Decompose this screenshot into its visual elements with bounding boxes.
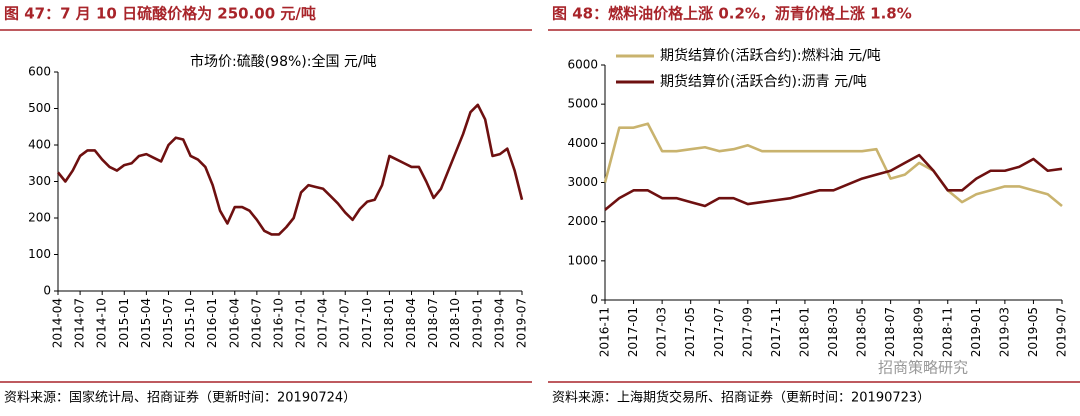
- y-tick-label: 500: [28, 101, 51, 115]
- series-line: [603, 122, 1063, 208]
- x-tick-label: 2017-05: [683, 307, 697, 357]
- x-tick-label: 2015-01: [117, 298, 131, 348]
- x-tick-label: 2015-10: [183, 298, 197, 348]
- x-tick-label: 2017-09: [740, 307, 754, 357]
- x-tick-label: 2017-10: [360, 298, 374, 348]
- y-tick-label: 400: [28, 138, 51, 152]
- x-tick-label: 2017-11: [769, 307, 783, 357]
- y-tick-label: 300: [28, 174, 51, 188]
- x-tick-label: 2018-07: [883, 307, 897, 357]
- x-tick-label: 2018-05: [855, 307, 869, 357]
- x-tick-label: 2017-01: [626, 307, 640, 357]
- x-tick-label: 2018-11: [940, 307, 954, 357]
- legend-label: 期货结算价(活跃合约):沥青 元/吨: [660, 73, 867, 90]
- x-tick-label: 2015-07: [161, 298, 175, 348]
- legend-label: 市场价:硫酸(98%):全国 元/吨: [190, 53, 377, 70]
- x-tick-label: 2019-04: [492, 298, 506, 348]
- x-tick-label: 2017-04: [316, 298, 330, 348]
- source-note: 资料来源：上海期货交易所、招商证券（更新时间：20190723）: [552, 390, 930, 406]
- x-tick-label: 2016-04: [227, 298, 241, 348]
- y-tick-label: 600: [28, 65, 51, 79]
- x-tick-label: 2017-07: [338, 298, 352, 348]
- x-tick-label: 2018-03: [826, 307, 840, 357]
- y-tick-label: 2000: [567, 214, 598, 228]
- y-tick-label: 100: [28, 247, 51, 261]
- x-tick-label: 2018-10: [448, 298, 462, 348]
- x-tick-label: 2019-01: [969, 307, 983, 357]
- x-tick-label: 2019-01: [470, 298, 484, 348]
- y-tick-label: 0: [43, 284, 51, 298]
- y-tick-label: 5000: [567, 97, 598, 111]
- y-tick-label: 3000: [567, 175, 598, 189]
- watermark: 招商策略研究: [878, 359, 968, 377]
- series-line: [604, 153, 1063, 211]
- x-tick-label: 2018-01: [382, 298, 396, 348]
- x-tick-label: 2019-03: [997, 307, 1011, 357]
- x-tick-label: 2019-07: [1055, 307, 1069, 357]
- y-tick-label: 200: [28, 211, 51, 225]
- x-tick-label: 2016-01: [205, 298, 219, 348]
- chart-title: 图 47：7 月 10 日硫酸价格为 250.00 元/吨: [4, 5, 316, 23]
- y-tick-label: 1000: [567, 253, 598, 267]
- x-tick-label: 2018-09: [912, 307, 926, 357]
- chart-title: 图 48：燃料油价格上涨 0.2%，沥青价格上涨 1.8%: [552, 5, 912, 23]
- x-tick-label: 2018-04: [404, 298, 418, 348]
- y-tick-label: 0: [590, 293, 598, 307]
- x-tick-label: 2017-03: [655, 307, 669, 357]
- x-tick-label: 2014-10: [95, 298, 109, 348]
- y-tick-label: 6000: [567, 58, 598, 72]
- legend-label: 期货结算价(活跃合约):燃料油 元/吨: [660, 47, 881, 64]
- x-tick-label: 2017-01: [294, 298, 308, 348]
- x-tick-label: 2018-07: [426, 298, 440, 348]
- x-tick-label: 2014-04: [51, 298, 65, 348]
- x-tick-label: 2015-04: [139, 298, 153, 348]
- x-tick-label: 2016-11: [598, 307, 612, 357]
- x-tick-label: 2018-01: [797, 307, 811, 357]
- x-tick-label: 2019-05: [1026, 307, 1040, 357]
- x-tick-label: 2016-10: [271, 298, 285, 348]
- x-tick-label: 2017-07: [712, 307, 726, 357]
- x-tick-label: 2016-07: [249, 298, 263, 348]
- series-line: [56, 103, 524, 236]
- y-tick-label: 4000: [567, 136, 598, 150]
- x-tick-label: 2014-07: [73, 298, 87, 348]
- source-note: 资料来源：国家统计局、招商证券（更新时间：20190724）: [4, 390, 356, 406]
- x-tick-label: 2019-07: [515, 298, 529, 348]
